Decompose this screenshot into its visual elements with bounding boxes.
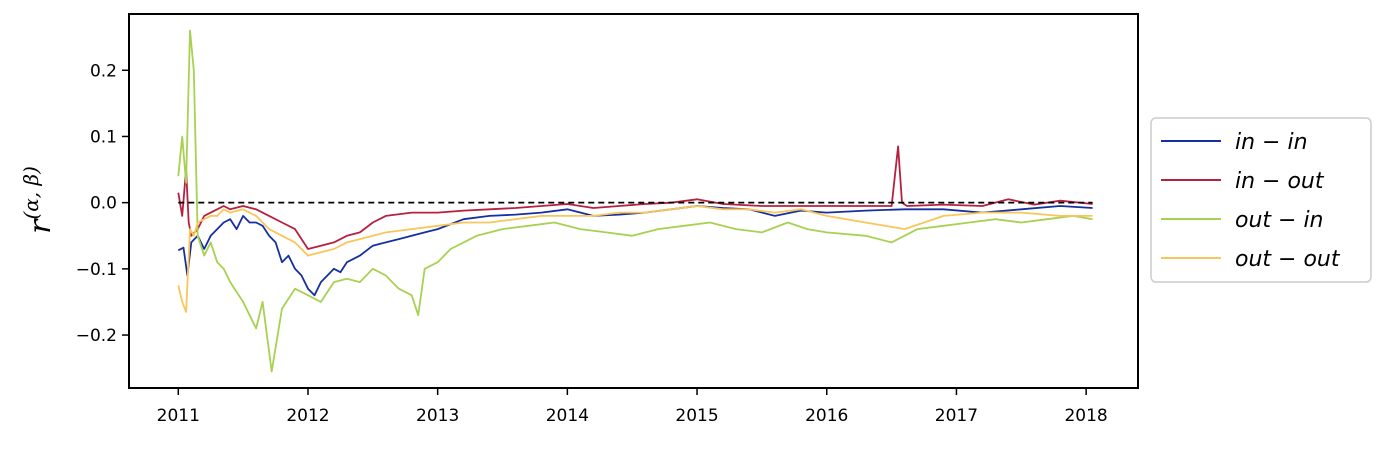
- plot-lines: [177, 29, 1093, 373]
- y-tick-label: −0.2: [76, 326, 117, 346]
- series-line-1: [177, 145, 1093, 250]
- y-axis-label-base: r: [23, 218, 58, 234]
- x-tick-label: 2011: [157, 406, 200, 426]
- x-tick-label: 2016: [805, 406, 848, 426]
- series-line-3: [177, 205, 1093, 313]
- x-axis: 2011 2012 2013 2014 2015 2016 2017 2018: [157, 388, 1108, 426]
- x-tick-label: 2017: [935, 406, 978, 426]
- y-axis-label-superscript: (α, β): [19, 166, 43, 219]
- legend: in − in in − out out − in out − out: [1150, 117, 1372, 283]
- x-tick-label: 2014: [546, 406, 589, 426]
- y-tick-label: 0.0: [90, 194, 117, 214]
- y-axis-label: r(α, β): [19, 166, 58, 234]
- x-tick-label: 2018: [1064, 406, 1107, 426]
- x-tick-label: 2015: [675, 406, 718, 426]
- x-tick-label: 2013: [416, 406, 459, 426]
- x-tick-label: 2012: [286, 406, 329, 426]
- legend-entry-label: in − out: [1235, 169, 1325, 194]
- series-line-0: [177, 205, 1093, 297]
- legend-entry-label: out − in: [1235, 208, 1324, 233]
- legend-box: [1150, 117, 1372, 283]
- y-tick-label: 0.1: [90, 127, 117, 147]
- series-line-2: [177, 29, 1093, 373]
- legend-entry-label: out − out: [1235, 247, 1341, 272]
- y-tick-label: −0.1: [76, 260, 117, 280]
- plot-frame: [128, 13, 1139, 389]
- y-axis: −0.2 −0.1 0.0 0.1 0.2: [76, 61, 129, 346]
- legend-entry-label: in − in: [1235, 130, 1308, 155]
- y-tick-label: 0.2: [90, 61, 117, 81]
